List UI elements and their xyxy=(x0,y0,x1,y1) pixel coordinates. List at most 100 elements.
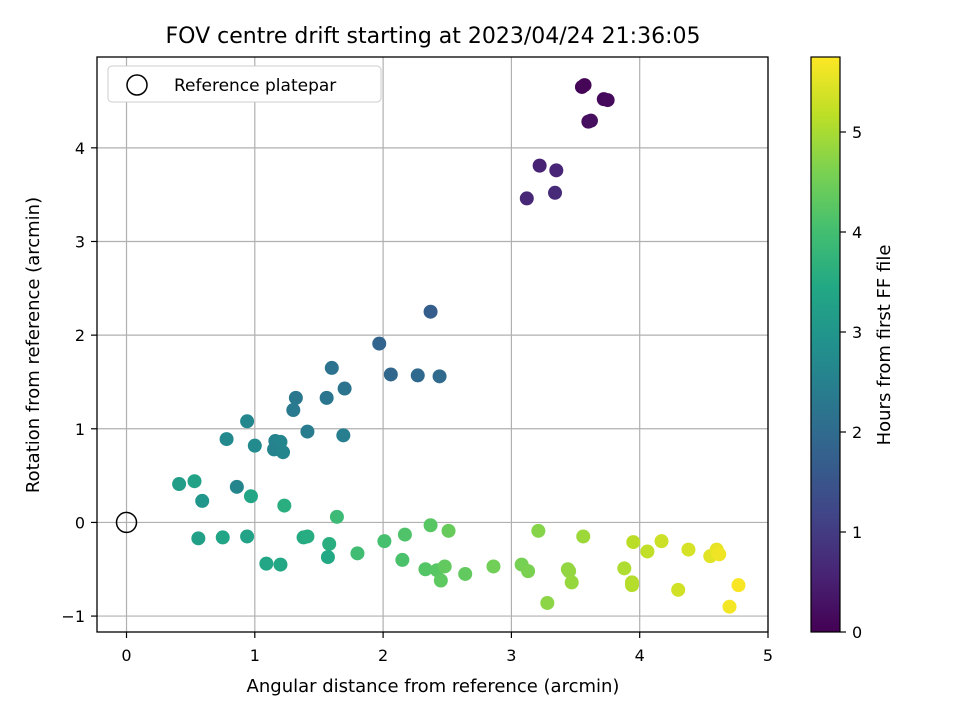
data-point xyxy=(562,564,577,579)
data-point xyxy=(172,477,187,492)
colorbar-tick-label: 0 xyxy=(852,623,862,642)
data-point xyxy=(259,556,274,571)
data-point xyxy=(576,529,591,544)
colorbar: 0 1 2 3 4 5 Hours from first FF file xyxy=(810,56,895,642)
x-tick-label: 2 xyxy=(378,646,388,665)
data-point xyxy=(625,578,640,593)
plot-frame xyxy=(96,56,769,633)
data-point xyxy=(532,158,547,173)
y-tick-label: 1 xyxy=(75,420,85,439)
data-point xyxy=(395,552,410,567)
data-point xyxy=(441,523,456,538)
data-point xyxy=(540,595,555,610)
data-point xyxy=(423,304,438,319)
legend-marker xyxy=(126,74,148,96)
data-point xyxy=(548,185,563,200)
x-tick-label: 1 xyxy=(250,646,260,665)
data-point xyxy=(410,368,425,383)
data-point xyxy=(329,509,344,524)
data-point xyxy=(372,336,387,351)
colorbar-frame xyxy=(810,56,841,633)
colorbar-label: Hours from first FF file xyxy=(874,245,895,446)
data-point xyxy=(531,523,546,538)
x-tick-label: 3 xyxy=(506,646,516,665)
data-point xyxy=(486,559,501,574)
colorbar-tick-label: 1 xyxy=(852,523,862,542)
data-point xyxy=(219,432,234,447)
data-points xyxy=(115,78,746,614)
y-tick-label: 0 xyxy=(75,513,85,532)
grid xyxy=(97,57,769,632)
colorbar-tick-label: 2 xyxy=(852,423,862,442)
y-axis-label: Rotation from reference (arcmin) xyxy=(23,197,44,493)
data-point xyxy=(240,414,255,429)
data-point xyxy=(519,191,534,206)
x-tick-label: 5 xyxy=(763,646,773,665)
data-point xyxy=(247,438,262,453)
data-point xyxy=(337,381,352,396)
data-point xyxy=(583,113,598,128)
data-point xyxy=(640,544,655,559)
data-point xyxy=(626,535,641,550)
data-point xyxy=(322,536,337,551)
colorbar-tick-label: 5 xyxy=(852,123,862,142)
reference-point-marker xyxy=(115,511,138,534)
data-point xyxy=(240,529,255,544)
chart-title: FOV centre drift starting at 2023/04/24 … xyxy=(166,24,701,49)
colorbar-tick-label: 3 xyxy=(852,323,862,342)
data-point xyxy=(577,78,592,93)
y-tick-label: 2 xyxy=(75,326,85,345)
data-point xyxy=(671,582,686,597)
colorbar-ticks: 0 1 2 3 4 5 xyxy=(840,123,862,642)
data-point xyxy=(521,564,536,579)
data-point xyxy=(654,534,669,549)
data-point xyxy=(437,559,452,574)
data-point xyxy=(377,534,392,549)
data-point xyxy=(336,428,351,443)
colorbar-tick-label: 4 xyxy=(852,223,862,242)
colorbar-gradient xyxy=(811,57,840,632)
data-point xyxy=(276,445,291,460)
data-point xyxy=(432,369,447,384)
data-point xyxy=(215,530,230,545)
data-point xyxy=(397,527,412,542)
data-point xyxy=(433,573,448,588)
y-tick-label: 3 xyxy=(75,232,85,251)
data-point xyxy=(277,498,292,513)
data-point xyxy=(423,518,438,533)
data-point xyxy=(350,546,365,561)
legend-label: Reference platepar xyxy=(174,76,336,96)
data-point xyxy=(549,163,564,178)
x-axis-label: Angular distance from reference (arcmin) xyxy=(247,676,620,697)
legend: Reference platepar xyxy=(107,65,382,103)
data-point xyxy=(243,489,258,504)
data-point xyxy=(187,474,202,489)
data-point xyxy=(383,367,398,382)
data-point xyxy=(722,599,737,614)
y-axis-ticks: −1 0 1 2 3 4 xyxy=(61,139,97,626)
data-point xyxy=(458,566,473,581)
data-point xyxy=(320,550,335,565)
data-point xyxy=(300,424,315,439)
data-point xyxy=(731,578,746,593)
data-point xyxy=(324,360,339,375)
x-tick-label: 4 xyxy=(635,646,645,665)
data-point xyxy=(418,562,433,577)
x-tick-label: 0 xyxy=(121,646,131,665)
data-point xyxy=(617,561,632,576)
data-point xyxy=(273,557,288,572)
data-point xyxy=(195,493,210,508)
data-point xyxy=(300,529,315,544)
legend-box xyxy=(107,65,382,103)
data-point xyxy=(319,390,334,405)
data-point xyxy=(286,403,301,418)
y-tick-label: 4 xyxy=(75,139,85,158)
y-tick-label: −1 xyxy=(61,607,85,626)
data-point xyxy=(712,547,727,562)
x-axis-ticks: 0 1 2 3 4 5 xyxy=(121,632,773,665)
data-point xyxy=(600,93,615,108)
data-point xyxy=(229,479,244,494)
data-point xyxy=(681,542,696,557)
data-point xyxy=(564,575,579,590)
